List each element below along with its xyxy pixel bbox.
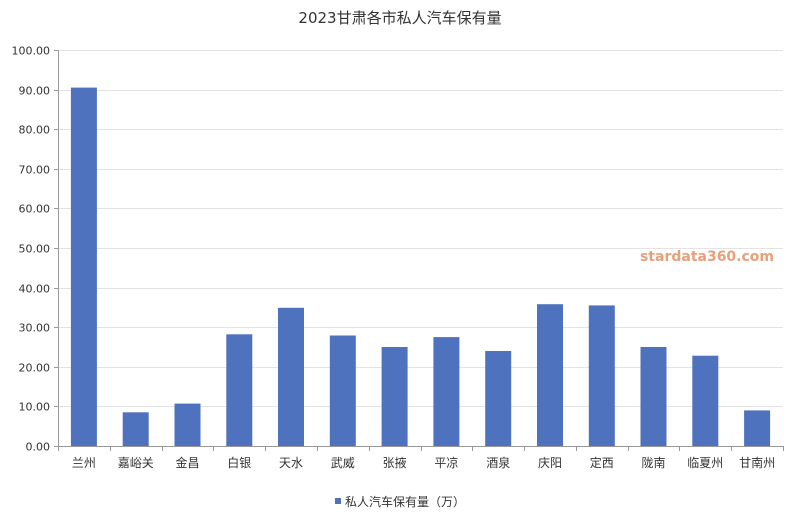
y-tick-label: 60.00 <box>19 203 51 216</box>
x-tick-label: 张掖 <box>383 456 407 470</box>
x-tick-label: 临夏州 <box>687 456 723 470</box>
watermark-text: stardata360.com <box>640 249 774 265</box>
y-tick-label: 20.00 <box>19 362 51 375</box>
y-axis: 0.00 10.00 20.00 30.00 40.00 50.00 60.00 70.00 8… <box>12 45 59 454</box>
legend[interactable]: 私人汽车保有量（万） <box>335 494 465 509</box>
x-tick-label: 平凉 <box>434 455 458 470</box>
bars <box>70 87 771 447</box>
bar-7[interactable] <box>433 337 460 446</box>
y-tick-label: 10.00 <box>19 401 51 414</box>
bar-2[interactable] <box>174 403 201 446</box>
chart-title: 2023甘肃各市私人汽车保有量 <box>298 9 501 27</box>
y-tick-label: 100.00 <box>12 45 51 58</box>
x-tick-label: 陇南 <box>641 455 665 470</box>
y-tick-label: 0.00 <box>26 441 51 454</box>
x-axis: 兰州 嘉峪关 金昌 白银 天水 武威 张掖 平凉 酒泉 庆阳 定西 陇南 临夏州 甘南州 <box>58 446 784 470</box>
gridlines <box>58 50 783 407</box>
bar-9[interactable] <box>537 304 563 446</box>
x-tick-label: 定西 <box>590 455 614 470</box>
x-tick-label: 金昌 <box>175 455 199 470</box>
bar-0[interactable] <box>70 87 97 446</box>
x-tick-label: 庆阳 <box>538 456 562 470</box>
bar-12[interactable] <box>692 355 719 446</box>
x-tick-label: 酒泉 <box>486 456 510 470</box>
x-tick-label: 白银 <box>227 455 251 470</box>
x-tick-label: 天水 <box>279 456 303 470</box>
x-tick-label: 兰州 <box>72 456 96 470</box>
bar-10[interactable] <box>588 305 615 446</box>
bar-1[interactable] <box>122 412 149 446</box>
y-tick-label: 50.00 <box>19 243 51 256</box>
bar-5[interactable] <box>329 335 356 447</box>
bar-6[interactable] <box>381 347 408 446</box>
y-tick-label: 40.00 <box>19 283 51 296</box>
legend-swatch <box>335 498 341 504</box>
y-tick-label: 80.00 <box>19 124 51 137</box>
x-tick-label: 武威 <box>331 456 355 470</box>
y-tick-label: 70.00 <box>19 164 51 177</box>
y-tick-label: 90.00 <box>19 85 51 98</box>
bar-11[interactable] <box>640 347 667 446</box>
legend-label: 私人汽车保有量（万） <box>345 494 465 509</box>
x-tick-label: 嘉峪关 <box>118 456 154 470</box>
x-tick-label: 甘南州 <box>739 455 775 470</box>
bar-8[interactable] <box>485 351 512 446</box>
y-tick-label: 30.00 <box>19 322 51 335</box>
bar-13[interactable] <box>744 410 771 446</box>
bar-4[interactable] <box>278 307 304 446</box>
bar-3[interactable] <box>226 334 253 446</box>
